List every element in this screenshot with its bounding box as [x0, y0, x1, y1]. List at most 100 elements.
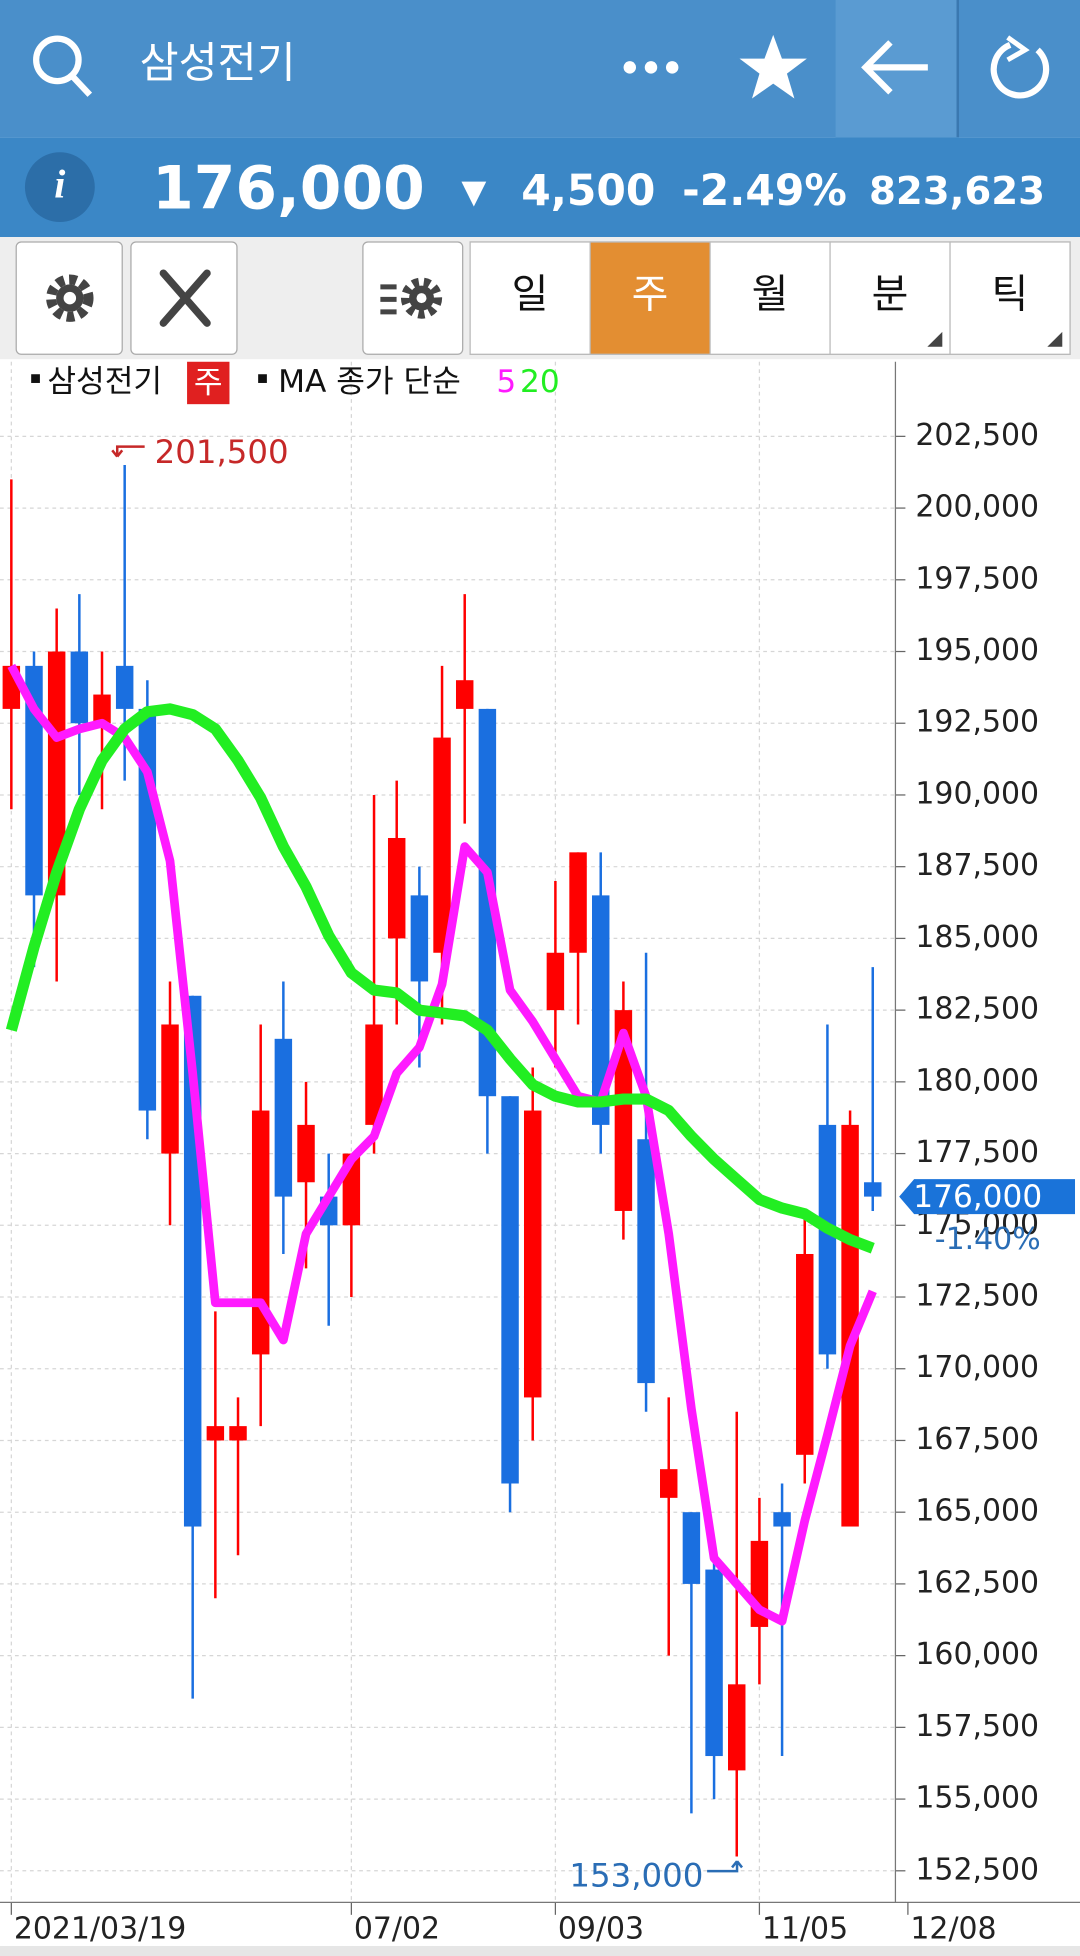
- y-tick-label: 170,000: [915, 1350, 1039, 1385]
- y-tick-label: 197,500: [915, 561, 1039, 596]
- tools-icon: [159, 269, 211, 327]
- candle-body: [410, 895, 429, 982]
- candle-body: [138, 708, 157, 1111]
- period-tab[interactable]: [469, 241, 591, 355]
- candle-body: [229, 1426, 247, 1441]
- candle-body: [387, 837, 406, 939]
- y-tick-label: 190,000: [915, 776, 1039, 811]
- search-icon[interactable]: [33, 35, 93, 97]
- candle-body: [161, 1024, 179, 1154]
- legend-ma-title: MA 종가 단순: [278, 364, 461, 400]
- ma-line: [5, 703, 875, 1254]
- legend-entry: 20: [520, 364, 560, 400]
- candle-body: [614, 1010, 633, 1211]
- y-tick-label: 155,000: [915, 1781, 1039, 1816]
- x-tick-label: 11/05: [762, 1911, 848, 1946]
- high-arrow: [111, 445, 145, 458]
- candle-body: [818, 1124, 837, 1355]
- y-tick-label: 187,500: [915, 848, 1039, 883]
- legend-entry: 5: [496, 364, 516, 400]
- info-button[interactable]: [24, 152, 95, 223]
- change-rate: -2.49%: [682, 166, 847, 215]
- chart: 152,500 155,000 157,500 160,000 162,500 165,0…: [0, 361, 1080, 1946]
- x-tick-label: 2021/03/19: [14, 1911, 186, 1946]
- legend-marker: [31, 374, 40, 383]
- y-tick-label: 192,500: [915, 705, 1039, 740]
- high-label: 201,500: [155, 433, 289, 471]
- y-tick-label: 165,000: [915, 1494, 1039, 1529]
- legend-badge-text: 주: [194, 365, 223, 401]
- y-tick-label: 202,500: [915, 418, 1039, 453]
- period-tab-label: 분: [872, 271, 909, 317]
- candle-body: [25, 665, 43, 896]
- low-arrow: [707, 1860, 744, 1873]
- y-tick-label: 172,500: [915, 1279, 1039, 1314]
- last-price-label: 176,000: [913, 1179, 1042, 1215]
- y-tick-label: 180,000: [915, 1063, 1039, 1098]
- y-tick-label: 195,000: [915, 633, 1039, 668]
- change: 4,500: [521, 166, 655, 215]
- candle-body: [297, 1124, 315, 1183]
- x-tick-label: 07/02: [354, 1911, 440, 1946]
- candle-body: [591, 895, 610, 1125]
- candle-body: [637, 1139, 655, 1384]
- info-icon: i: [54, 162, 65, 207]
- tab-corner: [927, 331, 943, 347]
- period-tab[interactable]: [709, 241, 831, 355]
- candle-body: [569, 852, 587, 953]
- volume: 823,623: [869, 169, 1045, 214]
- legend-name: 삼성전기: [47, 364, 162, 400]
- page-title: 삼성전기: [140, 39, 296, 88]
- y-tick-label: 157,500: [915, 1709, 1039, 1744]
- last-price-tag: [899, 1179, 1076, 1215]
- back-icon[interactable]: [861, 40, 928, 95]
- y-tick-label: 185,000: [915, 920, 1039, 955]
- price-bar: [0, 137, 1080, 238]
- y-tick-label: 177,500: [915, 1135, 1039, 1170]
- indicator-icon: [380, 277, 443, 319]
- legend-marker: [258, 374, 267, 383]
- change-arrow: ▼: [461, 172, 486, 210]
- candle-body: [70, 651, 89, 724]
- period-tab-label: 일: [512, 271, 549, 317]
- candle-body: [546, 952, 565, 1011]
- ma-line: [7, 663, 877, 1626]
- candle-body: [478, 708, 497, 1097]
- bottom-strip: [0, 1946, 1080, 1956]
- more-icon[interactable]: [623, 61, 679, 74]
- low-label: 153,000: [569, 1856, 703, 1894]
- candle-body: [773, 1512, 791, 1527]
- candle-body: [796, 1253, 814, 1455]
- period-tab-label: 틱: [992, 271, 1029, 317]
- candle-body: [206, 1426, 225, 1441]
- candle-body: [523, 1110, 542, 1398]
- favorite-icon[interactable]: [739, 34, 807, 99]
- y-tick-label: 152,500: [915, 1852, 1039, 1887]
- candle-body: [864, 1182, 882, 1197]
- candle-body: [501, 1096, 519, 1484]
- candle-body: [728, 1684, 746, 1771]
- gear-icon: [46, 274, 94, 322]
- candle-body: [455, 680, 474, 709]
- candle-body: [274, 1038, 293, 1197]
- legend-badge: [187, 361, 230, 405]
- period-tab[interactable]: [949, 241, 1071, 355]
- refresh-icon[interactable]: [990, 35, 1050, 99]
- candle-body: [365, 1024, 383, 1125]
- period-tab[interactable]: [829, 241, 951, 355]
- period-tab-label: 주: [632, 271, 669, 317]
- candle-body: [47, 651, 66, 896]
- y-tick-label: 162,500: [915, 1565, 1039, 1600]
- candle-body: [841, 1124, 859, 1527]
- x-end-label: 12/08: [910, 1911, 996, 1946]
- candle-body: [251, 1110, 270, 1355]
- y-tick-label: 182,500: [915, 992, 1039, 1027]
- candle-body: [433, 737, 451, 953]
- last-change-label: -1.40%: [935, 1222, 1041, 1257]
- x-tick-label: 09/03: [558, 1911, 644, 1946]
- candle-body: [93, 694, 111, 724]
- y-tick-label: 160,000: [915, 1637, 1039, 1672]
- y-tick-label: 167,500: [915, 1422, 1039, 1457]
